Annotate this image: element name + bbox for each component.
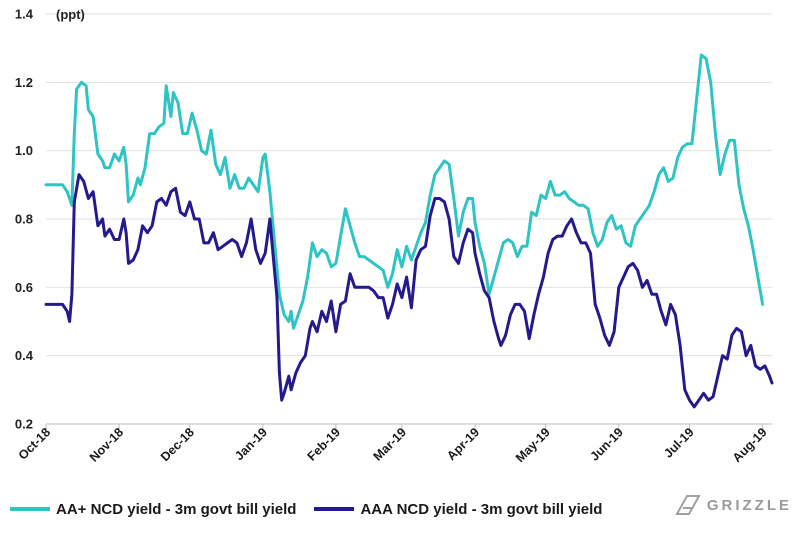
- legend-swatch-aa-plus: [10, 507, 50, 511]
- y-tick-label: 1.4: [15, 7, 34, 22]
- series-line-aaa: [44, 173, 774, 409]
- y-tick-label: 0.6: [15, 280, 33, 295]
- legend-item-aaa: AAA NCD yield - 3m govt bill yield: [314, 501, 602, 518]
- legend-label-aa-plus: AA+ NCD yield - 3m govt bill yield: [56, 500, 297, 518]
- x-tick-label: Nov-18: [87, 425, 126, 464]
- grizzle-logo-icon: [675, 495, 701, 515]
- x-tick-label: Aug-19: [730, 425, 770, 465]
- y-tick-label: 0.2: [15, 417, 33, 432]
- x-tick-label: Feb-19: [305, 425, 343, 463]
- legend: AA+ NCD yield - 3m govt bill yield AAA N…: [10, 497, 620, 521]
- y-tick-label: 0.8: [15, 212, 33, 227]
- x-tick-label: Apr-19: [444, 425, 482, 463]
- x-tick-label: Dec-18: [158, 425, 197, 464]
- unit-label: (ppt): [56, 7, 85, 22]
- x-axis: Oct-18 Nov-18 Dec-18 Jan-19 Feb-19 Mar-19 Apr-…: [16, 423, 772, 465]
- grizzle-logo: GRIZZLE: [673, 492, 792, 518]
- legend-swatch-aaa: [314, 507, 355, 511]
- logo-text: GRIZZLE: [706, 496, 792, 514]
- x-tick-label: May-19: [513, 425, 553, 465]
- legend-item-aa-plus: AA+ NCD yield - 3m govt bill yield: [10, 501, 296, 518]
- x-tick-label: Jan-19: [232, 425, 270, 463]
- legend-label-aaa: AAA NCD yield - 3m govt bill yield: [360, 500, 603, 518]
- y-tick-label: 0.4: [15, 348, 34, 363]
- y-tick-label: 1.0: [15, 143, 33, 158]
- y-tick-label: 1.2: [15, 75, 33, 90]
- y-axis: 0.2 0.4 0.6 0.8 1.0 1.2 1.4: [15, 7, 34, 432]
- series-line-aa-plus: [44, 53, 765, 330]
- series-lines: [44, 53, 774, 409]
- x-tick-label: Mar-19: [371, 425, 409, 463]
- x-tick-label: Jul-19: [661, 425, 696, 460]
- x-tick-label: Jun-19: [588, 425, 626, 463]
